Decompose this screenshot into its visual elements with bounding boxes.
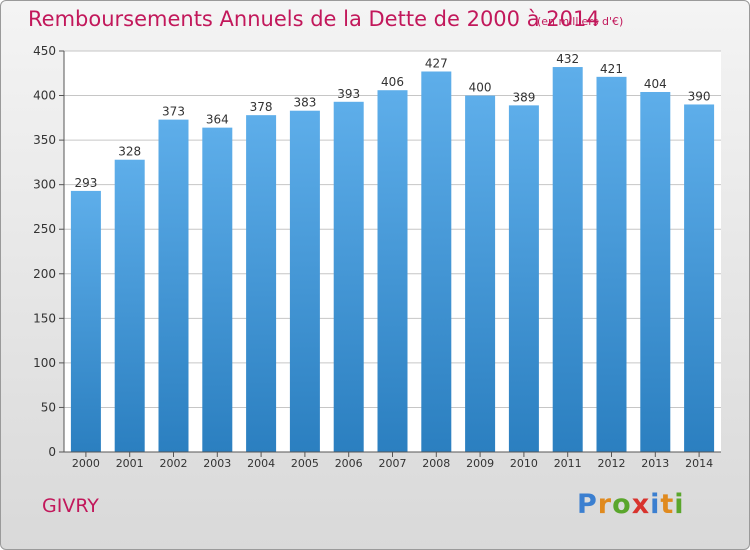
bar — [377, 90, 408, 452]
bar — [333, 101, 364, 452]
x-tick-label: 2003 — [203, 457, 231, 470]
y-tick-label: 400 — [33, 89, 56, 103]
logo-letter: t — [660, 489, 675, 520]
x-tick-label: 2010 — [510, 457, 538, 470]
data-label: 328 — [118, 145, 141, 159]
y-tick-label: 350 — [33, 133, 56, 147]
data-label: 432 — [556, 52, 579, 66]
bar — [552, 67, 583, 452]
bar — [684, 104, 715, 452]
data-label: 406 — [381, 75, 404, 89]
data-label: 383 — [293, 96, 316, 110]
bar — [158, 119, 189, 453]
x-tick-label: 2008 — [422, 457, 450, 470]
y-tick-label: 450 — [33, 44, 56, 58]
x-tick-label: 2009 — [466, 457, 494, 470]
y-tick-label: 250 — [33, 222, 56, 236]
x-tick-label: 2011 — [554, 457, 582, 470]
x-tick-label: 2007 — [379, 457, 407, 470]
bar — [508, 105, 539, 452]
x-tick-label: 2012 — [598, 457, 626, 470]
x-tick-label: 2002 — [160, 457, 188, 470]
x-tick-label: 2013 — [641, 457, 669, 470]
logo-letter: i — [674, 489, 685, 520]
data-label: 427 — [425, 56, 448, 70]
data-label: 404 — [644, 77, 667, 91]
bar — [70, 190, 101, 452]
data-label: 393 — [337, 87, 360, 101]
bar — [289, 110, 320, 453]
bar — [114, 159, 145, 452]
chart-title: Remboursements Annuels de la Dette de 20… — [28, 7, 600, 31]
x-tick-label: 2014 — [685, 457, 713, 470]
data-label: 293 — [74, 176, 97, 190]
bar — [202, 127, 233, 452]
y-tick-label: 150 — [33, 311, 56, 325]
data-label: 373 — [162, 105, 185, 119]
logo-letter: i — [650, 489, 661, 520]
proxiti-logo: Proxiti — [577, 489, 685, 520]
logo-letter: o — [612, 489, 632, 520]
data-label: 390 — [688, 89, 711, 103]
x-tick-label: 2006 — [335, 457, 363, 470]
data-label: 364 — [206, 113, 229, 127]
y-tick-label: 0 — [48, 445, 56, 459]
data-label: 378 — [250, 100, 273, 114]
data-label: 421 — [600, 62, 623, 76]
y-tick-label: 200 — [33, 267, 56, 281]
x-tick-label: 2001 — [116, 457, 144, 470]
x-tick-label: 2000 — [72, 457, 100, 470]
bar — [640, 91, 671, 452]
place-name: GIVRY — [42, 495, 99, 517]
bar — [246, 115, 277, 452]
logo-letter: P — [577, 489, 598, 520]
bar — [596, 76, 627, 452]
chart-subtitle: (en milliers d'€) — [537, 15, 624, 28]
logo-letter: r — [597, 489, 613, 520]
logo-letter: x — [631, 489, 651, 520]
bar — [465, 95, 496, 453]
y-tick-label: 50 — [41, 400, 56, 414]
data-label: 400 — [469, 81, 492, 95]
y-tick-label: 100 — [33, 356, 56, 370]
data-label: 389 — [512, 90, 535, 104]
x-tick-label: 2004 — [247, 457, 275, 470]
y-tick-label: 300 — [33, 178, 56, 192]
x-tick-label: 2005 — [291, 457, 319, 470]
bar — [421, 71, 452, 453]
